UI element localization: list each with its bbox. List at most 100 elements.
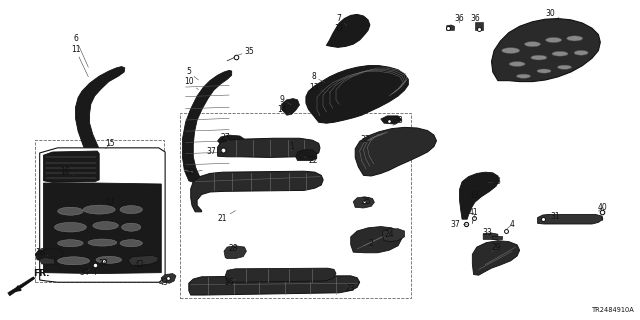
Polygon shape xyxy=(381,116,402,124)
Polygon shape xyxy=(44,183,161,274)
Text: 23: 23 xyxy=(344,283,356,293)
Text: 11: 11 xyxy=(71,45,88,77)
Polygon shape xyxy=(224,246,246,259)
Polygon shape xyxy=(35,249,63,261)
Ellipse shape xyxy=(557,65,572,69)
Text: 10: 10 xyxy=(184,77,198,90)
Text: 4: 4 xyxy=(507,220,515,229)
Ellipse shape xyxy=(545,37,562,43)
Polygon shape xyxy=(460,172,499,219)
Text: 2: 2 xyxy=(369,239,374,248)
Text: 16: 16 xyxy=(60,167,74,176)
Text: TR2484910A: TR2484910A xyxy=(592,307,635,313)
Text: 34: 34 xyxy=(99,260,109,268)
Text: 24: 24 xyxy=(384,230,394,239)
Polygon shape xyxy=(182,70,232,184)
Text: 6: 6 xyxy=(73,34,88,67)
Text: 33: 33 xyxy=(483,228,493,237)
Polygon shape xyxy=(355,127,436,176)
Text: 40: 40 xyxy=(598,203,608,212)
Polygon shape xyxy=(76,67,125,158)
Ellipse shape xyxy=(58,257,90,265)
Ellipse shape xyxy=(120,240,142,247)
Text: 32: 32 xyxy=(360,135,372,145)
Text: 19: 19 xyxy=(466,191,479,200)
Polygon shape xyxy=(306,66,408,123)
Bar xyxy=(35,140,164,282)
Text: 26: 26 xyxy=(224,278,236,287)
Text: 37: 37 xyxy=(451,220,467,229)
Ellipse shape xyxy=(96,256,122,263)
Text: 34: 34 xyxy=(79,268,90,277)
Polygon shape xyxy=(225,268,336,282)
Polygon shape xyxy=(8,277,35,296)
Ellipse shape xyxy=(120,206,142,214)
Ellipse shape xyxy=(93,221,118,230)
Polygon shape xyxy=(218,138,320,157)
Polygon shape xyxy=(40,258,54,264)
Text: 29: 29 xyxy=(491,244,501,252)
Ellipse shape xyxy=(58,240,83,247)
Ellipse shape xyxy=(567,36,583,41)
Text: 21: 21 xyxy=(218,211,236,223)
Ellipse shape xyxy=(88,239,117,246)
Polygon shape xyxy=(40,148,165,282)
Text: 14: 14 xyxy=(276,105,291,115)
Text: 15: 15 xyxy=(105,139,115,149)
Text: 1: 1 xyxy=(289,142,294,151)
Text: 41: 41 xyxy=(468,208,479,218)
Polygon shape xyxy=(447,25,454,30)
Polygon shape xyxy=(218,135,244,146)
Bar xyxy=(180,113,411,298)
Text: 7: 7 xyxy=(337,14,347,26)
Polygon shape xyxy=(223,142,242,149)
Polygon shape xyxy=(191,171,323,212)
Text: 42: 42 xyxy=(134,260,145,269)
Text: 27: 27 xyxy=(220,133,230,142)
Text: 35: 35 xyxy=(236,47,255,56)
Text: 22: 22 xyxy=(304,156,318,165)
Text: 3: 3 xyxy=(488,177,500,186)
Polygon shape xyxy=(189,276,360,295)
Polygon shape xyxy=(326,14,370,47)
Polygon shape xyxy=(353,197,374,208)
Text: 28: 28 xyxy=(229,244,238,253)
Bar xyxy=(475,22,483,30)
Text: FR.: FR. xyxy=(33,269,50,278)
Text: 25: 25 xyxy=(361,197,371,206)
Text: 5: 5 xyxy=(186,68,198,80)
Ellipse shape xyxy=(516,74,531,78)
Ellipse shape xyxy=(531,55,547,60)
Text: 18: 18 xyxy=(35,248,48,257)
Polygon shape xyxy=(84,154,97,163)
Text: 12: 12 xyxy=(335,24,347,34)
Ellipse shape xyxy=(83,205,115,214)
Text: 13: 13 xyxy=(308,83,325,92)
Text: 36: 36 xyxy=(454,14,465,23)
Polygon shape xyxy=(282,99,300,115)
Polygon shape xyxy=(86,162,99,168)
Ellipse shape xyxy=(509,61,525,67)
Polygon shape xyxy=(351,227,402,253)
Text: 38: 38 xyxy=(393,116,403,125)
Text: 43: 43 xyxy=(158,278,168,287)
Polygon shape xyxy=(472,241,520,275)
Text: 31: 31 xyxy=(550,212,563,221)
Polygon shape xyxy=(383,229,404,242)
Text: 36: 36 xyxy=(470,14,480,28)
Ellipse shape xyxy=(552,51,568,56)
Polygon shape xyxy=(296,150,317,161)
Text: 30: 30 xyxy=(545,9,560,19)
Text: 8: 8 xyxy=(311,72,325,83)
Ellipse shape xyxy=(54,222,86,232)
Ellipse shape xyxy=(537,69,551,73)
Polygon shape xyxy=(161,274,176,283)
Polygon shape xyxy=(492,19,600,82)
Polygon shape xyxy=(492,236,502,239)
Text: 20: 20 xyxy=(186,168,202,177)
Text: 37: 37 xyxy=(206,147,223,156)
Ellipse shape xyxy=(574,51,588,55)
Polygon shape xyxy=(538,214,603,224)
Polygon shape xyxy=(128,255,159,266)
Ellipse shape xyxy=(502,48,520,53)
